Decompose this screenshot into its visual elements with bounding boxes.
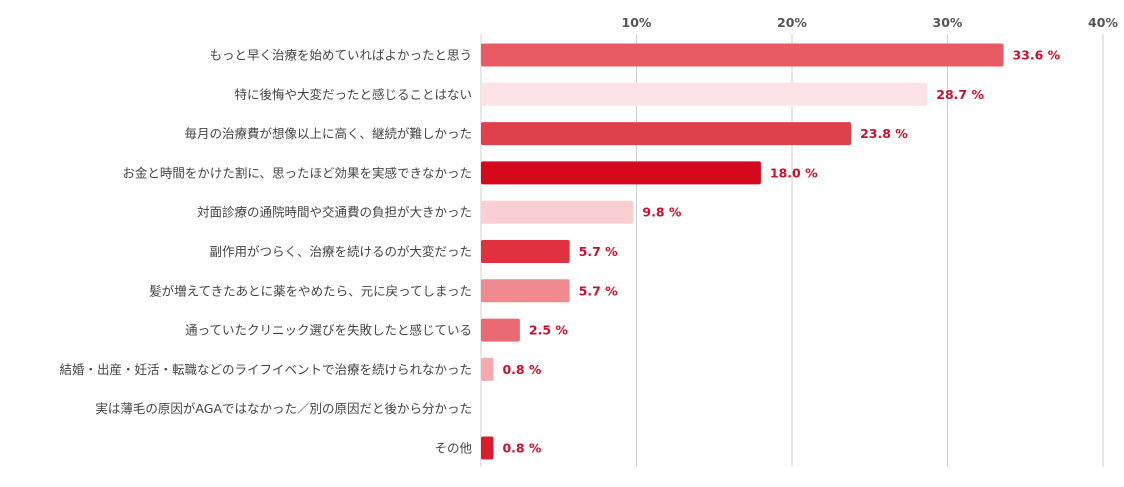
- value-label: 33.6 %: [1012, 48, 1060, 63]
- category-label: 特に後悔や大変だったと感じることはない: [234, 87, 472, 102]
- category-label: お金と時間をかけた割に、思ったほど効果を実感できなかった: [122, 165, 472, 180]
- bar: [481, 200, 634, 224]
- value-label: 28.7 %: [936, 87, 984, 102]
- bar: [481, 436, 494, 460]
- bar: [481, 122, 852, 146]
- category-label: 通っていたクリニック選びを失敗したと感じている: [185, 323, 472, 338]
- value-label: 9.8 %: [642, 205, 681, 220]
- category-label: 実は薄毛の原因がAGAではなかった／別の原因だと後から分かった: [95, 401, 472, 416]
- bars: [481, 43, 1004, 460]
- value-label: 5.7 %: [579, 283, 618, 298]
- category-label: 結婚・出産・妊活・転職などのライフイベントで治療を続けられなかった: [59, 362, 472, 377]
- bar: [481, 240, 570, 263]
- gridlines: [480, 34, 1104, 467]
- value-label: 5.7 %: [579, 244, 618, 259]
- category-label: 副作用がつらく、治療を続けるのが大変だった: [209, 244, 472, 259]
- bar: [481, 82, 928, 106]
- value-label: 18.0 %: [770, 165, 818, 180]
- category-label: その他: [434, 441, 472, 456]
- tick-label-10: 10%: [622, 15, 652, 30]
- bar: [481, 357, 494, 381]
- category-label: 毎月の治療費が想像以上に高く、継続が難しかった: [184, 126, 472, 141]
- tick-label-30: 30%: [933, 15, 963, 30]
- bar: [481, 161, 761, 185]
- bar: [481, 318, 520, 342]
- category-label: 髪が増えてきたあとに薬をやめたら、元に戻ってしまった: [149, 283, 472, 298]
- bar: [481, 43, 1004, 67]
- bar: [481, 279, 570, 303]
- value-label: 0.8 %: [502, 362, 541, 377]
- tick-label-20: 20%: [777, 15, 807, 30]
- category-label: もっと早く治療を始めていればよかったと思う: [209, 48, 472, 63]
- labels: 10% 20% 30% 40% もっと早く治療を始めていればよかったと思う 33.6 % 特…: [59, 15, 1118, 456]
- category-label: 対面診療の通院時間や交通費の負担が大きかった: [197, 205, 472, 220]
- value-label: 0.8 %: [502, 441, 541, 456]
- value-label: 2.5 %: [529, 323, 568, 338]
- value-label: 23.8 %: [860, 126, 908, 141]
- tick-label-40: 40%: [1088, 15, 1118, 30]
